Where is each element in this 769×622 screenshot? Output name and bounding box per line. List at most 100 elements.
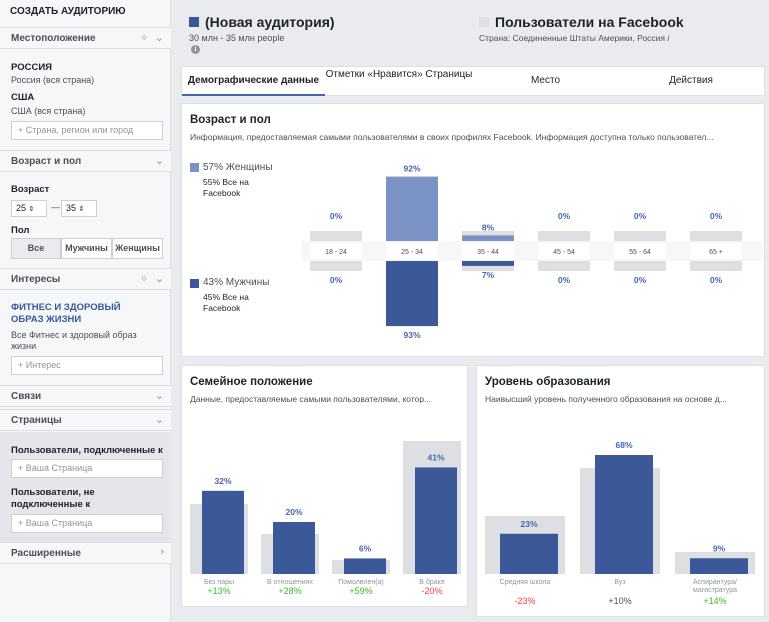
women-pct-label: 92% (403, 164, 420, 174)
location-section-header[interactable]: Местоположение ○ ⌄ (0, 27, 171, 49)
age-tick-label: 25 - 34 (401, 249, 423, 256)
age-tick-label: 18 - 24 (325, 249, 347, 256)
chevron-right-icon[interactable]: › (160, 546, 164, 558)
connected-label: Пользователи, подключенные к (11, 445, 163, 456)
new-audience-title: (Новая аудитория) (205, 14, 335, 30)
bar-pct-label: 9% (713, 543, 726, 553)
plus-icon: + (18, 463, 26, 473)
men-pct-label: 7% (482, 270, 495, 280)
gender-label: Пол (11, 225, 30, 236)
age-tick-label: 35 - 44 (477, 249, 499, 256)
plus-icon: + (18, 360, 26, 370)
info-icon[interactable]: i (191, 45, 200, 54)
chevron-down-icon[interactable]: ⌄ (154, 155, 164, 167)
gender-all-button[interactable]: Все (11, 238, 61, 259)
category-label: магистратура (693, 587, 737, 594)
category-label: В отношениях (267, 579, 313, 586)
delta-label: +28% (278, 586, 301, 596)
age-gender-section-header[interactable]: Возраст и пол ⌄ (0, 150, 171, 172)
connected-page-input[interactable]: + Ваша Страница (11, 459, 163, 478)
category-label: Помолвлен(а) (338, 579, 384, 586)
age-gender-label: Возраст и пол (11, 156, 82, 167)
card-subtitle: Информация, предоставляемая самыми польз… (190, 132, 714, 142)
tab-location[interactable]: Место (530, 75, 561, 86)
age-tick-label: 65 + (709, 249, 723, 256)
chevron-down-icon[interactable]: ⌄ (154, 390, 164, 402)
advanced-section-header[interactable]: Расширенные › (0, 542, 171, 564)
chevron-down-icon[interactable]: ⌄ (154, 273, 164, 285)
chevron-down-icon[interactable]: ⌄ (154, 32, 164, 44)
category-label: Без пары (204, 579, 234, 586)
tabs-bar: Демографические данные Отметки «Нравится… (181, 66, 765, 96)
plus-icon: + (18, 518, 26, 528)
age-label-bg (538, 243, 590, 259)
interests-label: Интересы (11, 274, 61, 285)
delta-label: +10% (608, 596, 631, 606)
women-bar (462, 235, 514, 241)
card-title: Возраст и пол (190, 114, 271, 126)
location-input[interactable]: + Страна, регион или город (11, 121, 163, 140)
bar-pct-label: 6% (359, 543, 372, 553)
not-connected-page-input[interactable]: + Ваша Страница (11, 514, 163, 533)
women-pct-label: 8% (482, 222, 495, 232)
age-label-bg (462, 243, 514, 259)
men-pct-label: 93% (403, 330, 420, 340)
audience-bar (344, 558, 386, 574)
men-swatch (190, 279, 199, 288)
fb-users-sub: Страна: Соединенные Штаты Америки, Росси… (479, 33, 670, 43)
fb-baseline-bar (538, 261, 590, 271)
delta-label: -23% (514, 596, 535, 606)
men-sub: 45% Все на Facebook (203, 292, 249, 313)
card-subtitle: Данные, предоставляемые самыми пользоват… (190, 394, 432, 404)
plus-icon: + (18, 125, 26, 135)
updown-icon: ⇕ (28, 206, 35, 213)
sidebar-title: СОЗДАТЬ АУДИТОРИЮ (10, 6, 126, 17)
fb-baseline-bar (462, 261, 514, 271)
connections-label: Связи (11, 391, 42, 402)
age-label-bg (310, 243, 362, 259)
family-card: Семейное положение Данные, предоставляем… (181, 365, 468, 607)
age-tick-label: 55 - 64 (629, 249, 651, 256)
women-sub: 55% Все на Facebook (203, 177, 249, 198)
men-pct-label: 0% (558, 275, 571, 285)
fb-baseline-bar (690, 261, 742, 271)
gender-women-button[interactable]: Женщины (112, 238, 163, 259)
chevron-down-icon[interactable]: ⌄ (154, 414, 164, 426)
delta-label: +59% (349, 586, 372, 596)
women-bar (386, 176, 438, 241)
age-label: Возраст (11, 184, 50, 195)
connections-section-header[interactable]: Связи ⌄ (0, 385, 171, 407)
gender-men-button[interactable]: Мужчины (61, 238, 112, 259)
men-label: 43% Мужчины (203, 277, 270, 288)
pages-section-header[interactable]: Страницы ⌄ (0, 409, 171, 431)
age-label-bg (614, 243, 666, 259)
men-pct-label: 0% (634, 275, 647, 285)
fb-baseline-bar (310, 231, 362, 241)
age-label-bg (386, 243, 438, 259)
age-to-select[interactable]: 35 ⇕ (61, 200, 97, 217)
category-label: Средняя школа (500, 579, 551, 586)
not-connected-label: Пользователи, не подключенные к (11, 487, 95, 510)
card-title: Семейное положение (190, 376, 313, 388)
interest-input[interactable]: + Интерес (11, 356, 163, 375)
main-content: (Новая аудитория) 30 млн - 35 млн people… (171, 0, 769, 622)
new-audience-size: 30 млн - 35 млн people (189, 33, 285, 43)
interests-section-header[interactable]: Интересы ○ ⌄ (0, 268, 171, 290)
tab-demographics[interactable]: Демографические данные (182, 67, 325, 96)
info-icon: ○ (141, 32, 147, 42)
interest-title[interactable]: ФИТНЕС И ЗДОРОВЫЙ ОБРАЗ ЖИЗНИ (11, 302, 121, 325)
tab-activity[interactable]: Действия (669, 75, 713, 86)
fb-users-swatch (479, 17, 489, 27)
advanced-label: Расширенные (11, 548, 81, 559)
age-dash: — (51, 202, 60, 212)
men-pct-label: 0% (330, 275, 343, 285)
fb-baseline-bar (310, 261, 362, 271)
category-label: В браке (419, 578, 445, 586)
age-from-select[interactable]: 25 ⇕ (11, 200, 47, 217)
age-label-bg (690, 243, 742, 259)
bar-pct-label: 32% (214, 476, 231, 486)
tab-page-likes[interactable]: Отметки «Нравится» Страницы (325, 69, 473, 80)
family-chart: 32% Без пары+13% 20% В отношениях+28% 6% Помо… (190, 441, 461, 596)
bar-pct-label: 20% (285, 507, 302, 517)
category-label: Вуз (614, 579, 625, 586)
